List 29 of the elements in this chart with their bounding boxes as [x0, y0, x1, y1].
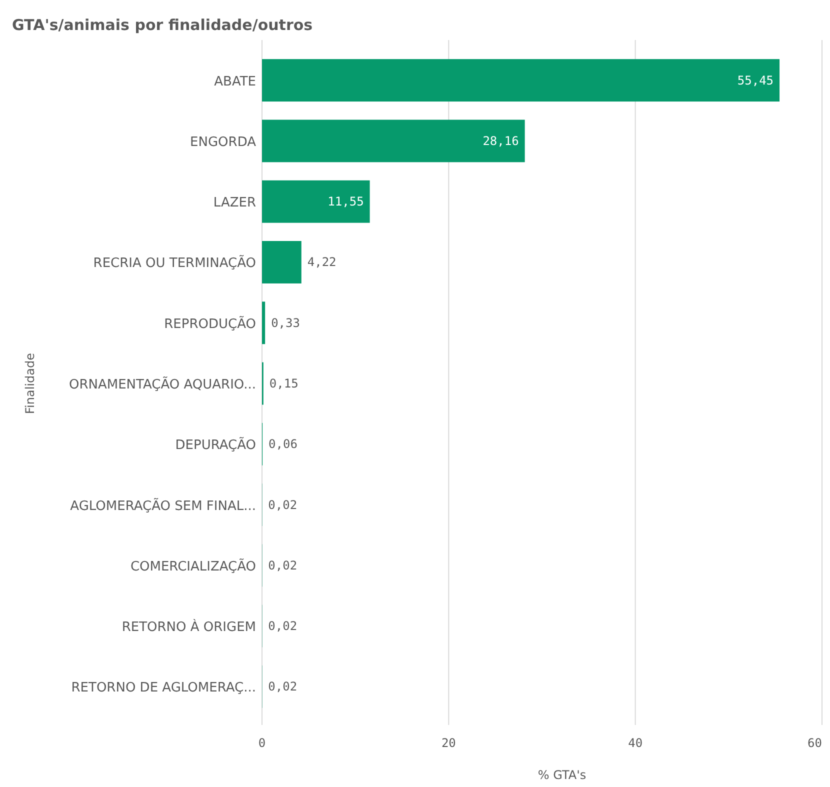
- data-label: 0,33: [271, 316, 300, 330]
- data-label: 0,02: [268, 619, 298, 634]
- y-tick-label: ORNAMENTAÇÃO AQUARIO...: [68, 376, 256, 392]
- y-tick-label: RECRIA OU TERMINAÇÃO: [93, 255, 256, 272]
- data-label: 28,16: [482, 134, 519, 148]
- data-label: 0,06: [268, 437, 298, 452]
- y-tick-label: RETORNO À ORIGEM: [122, 618, 256, 636]
- y-tick-label: RETORNO DE AGLOMERAÇ...: [71, 680, 256, 696]
- data-label: 0,15: [269, 376, 298, 390]
- x-tick-label: 20: [441, 736, 456, 750]
- x-tick-label: 40: [628, 736, 643, 750]
- data-label: 0,02: [268, 680, 298, 694]
- y-tick-label: LAZER: [213, 196, 256, 211]
- y-tick-label: AGLOMERAÇÃO SEM FINAL...: [70, 498, 256, 514]
- x-tick-label: 60: [808, 736, 822, 750]
- y-tick-label: REPRODUÇÃO: [164, 316, 256, 332]
- data-label: 0,02: [268, 498, 298, 512]
- data-label: 11,55: [328, 194, 364, 209]
- data-label: 55,45: [737, 73, 774, 88]
- x-axis-title: % GTA's: [538, 768, 586, 782]
- data-label: 4,22: [307, 255, 336, 270]
- y-tick-label: DEPURAÇÃO: [175, 437, 256, 454]
- y-tick-label: ENGORDA: [190, 134, 256, 150]
- y-tick-label: COMERCIALIZAÇÃO: [130, 558, 256, 574]
- y-tick-label: ABATE: [214, 74, 256, 90]
- x-tick-label: 0: [258, 736, 266, 750]
- chart-title: GTA's/animais por finalidade/outros: [12, 16, 313, 34]
- y-axis-title: Finalidade: [23, 353, 37, 414]
- data-label: 0,02: [268, 558, 298, 572]
